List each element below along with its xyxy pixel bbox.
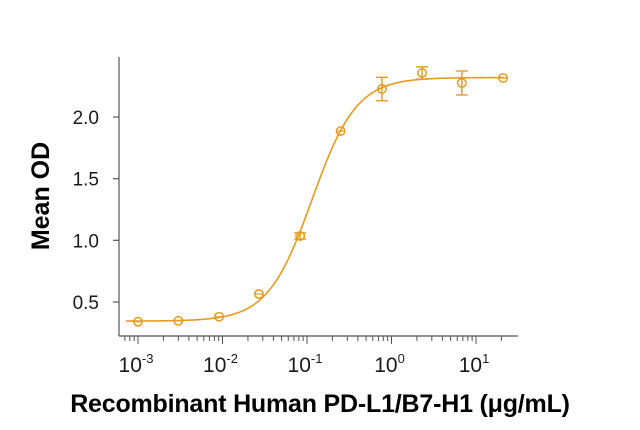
data-point [335, 126, 346, 137]
y-tick-label: 0.5 [73, 293, 99, 314]
data-point [214, 311, 224, 322]
x-axis-title: Recombinant Human PD-L1/B7-H1 (μg/mL) [70, 390, 570, 418]
data-point [133, 316, 143, 327]
marker-circle [214, 311, 224, 322]
x-tick-label: 10-1 [288, 351, 323, 377]
fit-curve [125, 76, 505, 322]
data-point [416, 66, 429, 80]
x-tick-label: 101 [459, 351, 490, 377]
marker-circle [295, 231, 306, 241]
marker-circle [335, 126, 346, 137]
y-tick-label: 2.0 [73, 108, 99, 129]
marker-circle [456, 78, 467, 88]
marker-circle [498, 73, 509, 83]
y-tick-label: 1.0 [73, 231, 99, 252]
data-point [254, 289, 264, 299]
data-point [498, 73, 509, 83]
plot-area: 0.5 1.0 1.5 2.0 10-3 10-2 10-1 100 101 [73, 57, 518, 377]
x-tick-label: 10-3 [119, 351, 154, 377]
x-tick-label: 10-2 [203, 351, 238, 377]
data-point [294, 231, 307, 241]
data-point [375, 76, 388, 102]
marker-circle [133, 316, 143, 327]
data-points [133, 66, 509, 327]
marker-circle [417, 68, 428, 78]
marker-circle [376, 84, 387, 94]
data-point [455, 70, 468, 96]
y-axis-ticks: 0.5 1.0 1.5 2.0 [73, 108, 119, 314]
marker-circle [173, 315, 184, 326]
y-tick-label: 1.5 [73, 170, 99, 191]
y-axis-title: Mean OD [27, 142, 55, 250]
x-axis-ticks: 10-3 10-2 10-1 100 101 [119, 336, 502, 377]
data-point [173, 315, 184, 326]
x-tick-label: 100 [374, 351, 405, 377]
marker-circle [254, 289, 264, 299]
